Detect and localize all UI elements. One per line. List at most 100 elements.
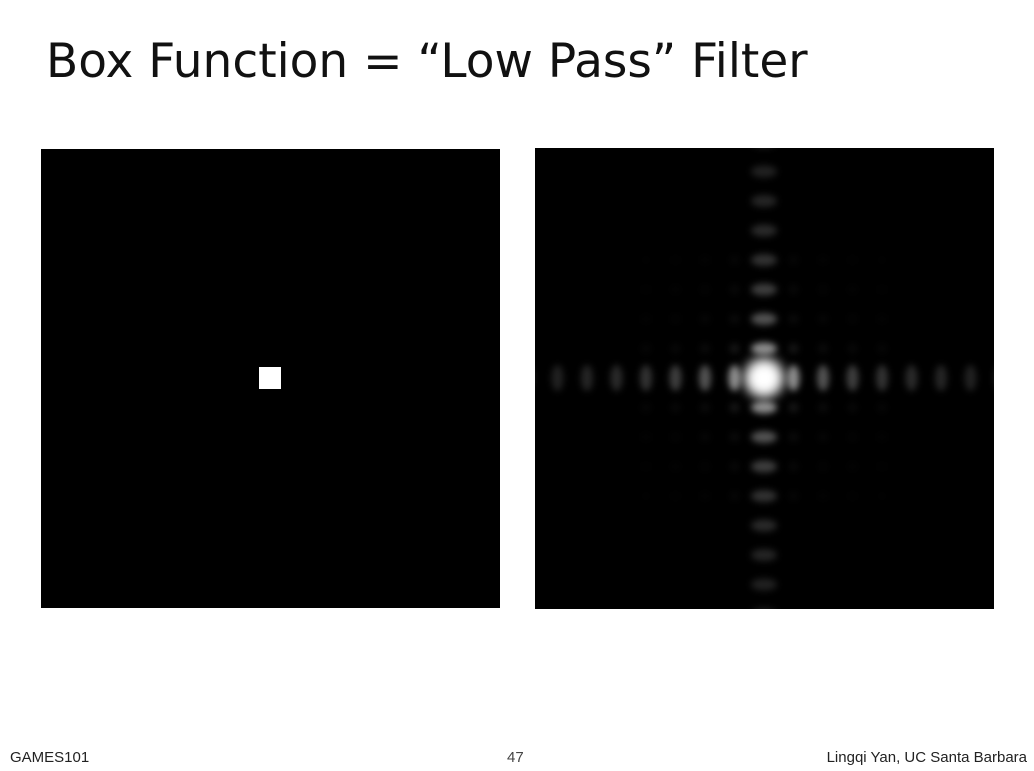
spectrum-lobe [848, 403, 858, 413]
spectrum-lobe [671, 491, 681, 501]
spectrum-lobe [751, 195, 777, 207]
spectrum-lobe [877, 403, 887, 413]
spectrum-lobe [788, 402, 799, 413]
spectrum-lobe [787, 365, 800, 391]
frequency-spectrum-image [535, 148, 994, 609]
spectrum-lobe [848, 491, 858, 501]
spectrum-center [748, 362, 780, 394]
spectrum-lobe [700, 402, 710, 413]
spectrum-lobe [818, 314, 828, 324]
spectrum-lobe [788, 314, 799, 324]
spectrum-lobe [818, 462, 828, 472]
spectrum-lobe [789, 255, 799, 265]
spectrum-lobe [671, 344, 681, 354]
spectrum-lobe [730, 285, 740, 295]
box-function-image [41, 149, 500, 608]
spectrum-lobe [671, 432, 681, 442]
spectrum-lobe [730, 462, 740, 472]
spectrum-lobe [848, 462, 858, 472]
spectrum-lobe [610, 365, 623, 391]
spectrum-lobe [848, 285, 858, 295]
spectrum-lobe [848, 314, 858, 324]
spectrum-lobe [671, 255, 681, 265]
spectrum-lobe [671, 403, 681, 413]
slide-title: Box Function = “Low Pass” Filter [46, 34, 808, 89]
spectrum-lobe [848, 255, 858, 265]
spectrum-lobe [818, 285, 828, 295]
spectrum-lobe [728, 365, 741, 391]
spectrum-lobe [818, 343, 828, 354]
spectrum-lobe [905, 365, 918, 391]
spectrum-lobe [730, 255, 740, 265]
spectrum-lobe [581, 365, 593, 391]
spectrum-lobe [671, 462, 681, 472]
spectrum-lobe [848, 432, 858, 442]
spectrum-lobe [788, 343, 799, 354]
spectrum-lobe [818, 491, 828, 501]
spectrum-lobe [700, 255, 710, 265]
spectrum-lobe [700, 314, 710, 324]
spectrum-lobe [751, 490, 777, 502]
spectrum-lobe [641, 432, 651, 442]
spectrum-lobe [751, 460, 777, 473]
spectrum-lobe [789, 491, 799, 501]
spectrum-lobe [817, 365, 829, 391]
spectrum-lobe [877, 255, 887, 265]
spectrum-lobe [877, 285, 887, 295]
spectrum-lobe [700, 462, 710, 472]
spectrum-lobe [751, 519, 777, 532]
spectrum-lobe [729, 314, 740, 324]
spectrum-lobe [751, 224, 777, 237]
spectrum-lobe [818, 255, 828, 265]
spectrum-lobe [964, 365, 977, 391]
spectrum-lobe [789, 462, 799, 472]
page-number: 47 [507, 749, 524, 766]
spectrum-lobe [671, 285, 681, 295]
spectrum-lobe [641, 491, 651, 501]
spectrum-lobe [877, 462, 887, 472]
spectrum-lobe [669, 365, 682, 391]
spectrum-lobe [751, 283, 777, 296]
spectrum-lobe [641, 314, 651, 324]
spectrum-lobe [729, 402, 740, 413]
spectrum-lobe [751, 578, 777, 591]
spectrum-lobe [877, 491, 887, 501]
spectrum-lobe [818, 402, 828, 413]
spectrum-lobe [640, 365, 652, 391]
sinc-spectrum [535, 148, 994, 609]
spectrum-lobe [756, 608, 772, 609]
spectrum-lobe [935, 365, 947, 391]
spectrum-lobe [751, 401, 777, 414]
spectrum-lobe [877, 432, 887, 442]
spectrum-lobe [751, 313, 777, 325]
spectrum-lobe [700, 432, 710, 442]
spectrum-lobe [876, 365, 888, 391]
spectrum-lobe [846, 365, 859, 391]
spectrum-lobe [700, 343, 710, 354]
author-credit: Lingqi Yan, UC Santa Barbara [826, 749, 1027, 766]
spectrum-lobe [641, 285, 651, 295]
spectrum-lobe [877, 344, 887, 354]
spectrum-lobe [671, 314, 681, 324]
spectrum-lobe [729, 432, 740, 442]
spectrum-lobe [788, 432, 799, 442]
spectrum-lobe [789, 285, 799, 295]
spectrum-lobe [700, 491, 710, 501]
box-square [259, 367, 281, 389]
spectrum-lobe [751, 342, 777, 355]
spectrum-lobe [641, 403, 651, 413]
spectrum-lobe [641, 255, 651, 265]
spectrum-lobe [818, 432, 828, 442]
spectrum-lobe [877, 314, 887, 324]
spectrum-lobe [699, 365, 711, 391]
course-label: GAMES101 [10, 749, 90, 766]
spectrum-lobe [641, 344, 651, 354]
spectrum-lobe [730, 491, 740, 501]
spectrum-lobe [848, 344, 858, 354]
spectrum-lobe [751, 254, 777, 266]
spectrum-lobe [700, 285, 710, 295]
spectrum-lobe [751, 549, 777, 561]
spectrum-lobe [751, 165, 777, 178]
spectrum-lobe [751, 431, 777, 443]
spectrum-lobe [551, 365, 564, 391]
